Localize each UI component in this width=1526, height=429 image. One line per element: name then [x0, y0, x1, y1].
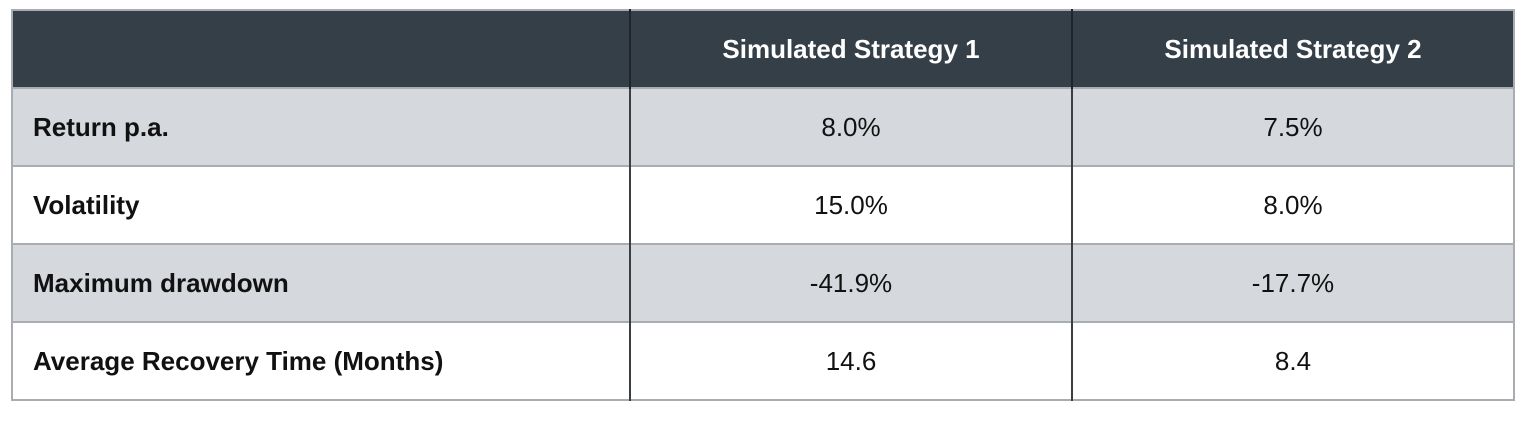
table-row: Return p.a. 8.0% 7.5%	[12, 88, 1514, 166]
table-header: Simulated Strategy 1 Simulated Strategy …	[12, 10, 1514, 88]
header-cell: Simulated Strategy 2	[1071, 10, 1514, 88]
row-label: Average Recovery Time (Months)	[33, 345, 444, 376]
value-cell: -41.9%	[629, 244, 1072, 322]
table-row: Average Recovery Time (Months) 14.6 8.4	[12, 322, 1514, 400]
table-row: Volatility 15.0% 8.0%	[12, 166, 1514, 244]
value-cell: 14.6	[629, 322, 1072, 400]
value-cell: -17.7%	[1071, 244, 1514, 322]
header-cell: Simulated Strategy 1	[629, 10, 1072, 88]
row-label: Return p.a.	[33, 111, 169, 142]
header-row: Simulated Strategy 1 Simulated Strategy …	[12, 10, 1514, 88]
value-cell: 7.5%	[1071, 88, 1514, 166]
header-cell	[12, 10, 630, 88]
table-row: Maximum drawdown -41.9% -17.7%	[12, 244, 1514, 322]
row-label: Volatility	[33, 189, 140, 220]
table-body: Return p.a. 8.0% 7.5% Volatility 15.0% 8.0% Ma…	[12, 88, 1514, 400]
comparison-table: Simulated Strategy 1 Simulated Strategy …	[11, 9, 1515, 401]
value-cell: 15.0%	[629, 166, 1072, 244]
row-label: Maximum drawdown	[33, 267, 289, 298]
value-cell: 8.0%	[1071, 166, 1514, 244]
value-cell: 8.4	[1071, 322, 1514, 400]
value-cell: 8.0%	[629, 88, 1072, 166]
